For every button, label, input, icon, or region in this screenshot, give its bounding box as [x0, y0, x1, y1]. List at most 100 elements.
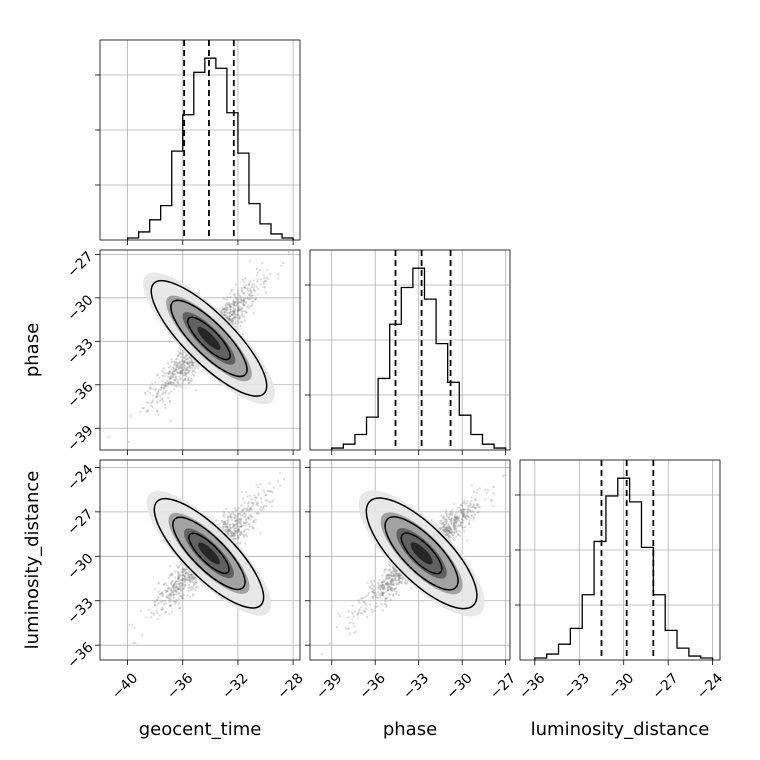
sample-point: [194, 581, 197, 584]
sample-point: [178, 607, 181, 610]
y-axis-label-phase: phase: [22, 323, 43, 377]
sample-point: [194, 582, 197, 585]
sample-point: [461, 504, 464, 507]
sample-point: [141, 407, 144, 410]
sample-point: [177, 575, 180, 578]
sample-point: [236, 522, 239, 526]
x-tick-label: −33: [400, 670, 432, 702]
sample-point: [363, 602, 366, 605]
sample-point: [164, 384, 167, 388]
sample-point: [445, 520, 448, 523]
sample-point: [167, 382, 170, 385]
sample-point: [145, 410, 148, 413]
sample-point: [443, 526, 446, 529]
sample-point: [184, 354, 187, 357]
sample-point: [451, 512, 454, 515]
sample-point: [179, 370, 182, 373]
sample-point: [237, 309, 240, 313]
sample-point: [234, 322, 237, 325]
sample-point: [222, 525, 225, 529]
sample-point: [179, 585, 182, 588]
sample-point: [176, 363, 179, 366]
sample-point: [240, 509, 243, 512]
sample-point: [181, 577, 184, 580]
sample-point: [369, 585, 372, 588]
sample-point: [388, 587, 392, 591]
sample-point: [457, 517, 460, 520]
sample-point: [395, 570, 398, 573]
sample-point: [383, 568, 386, 572]
sample-point: [146, 409, 149, 412]
sample-point: [236, 301, 240, 304]
sample-point: [448, 515, 451, 519]
sample-point: [235, 313, 238, 316]
sample-point: [390, 580, 393, 583]
x-tick-label: −27: [650, 670, 682, 702]
sample-point: [370, 608, 373, 611]
sample-point: [225, 305, 229, 309]
sample-point: [169, 599, 172, 602]
sample-point: [155, 609, 158, 613]
sample-point: [390, 583, 393, 586]
sample-point: [385, 605, 388, 608]
sample-point: [235, 529, 238, 532]
sample-point: [234, 527, 237, 530]
sample-point: [390, 580, 393, 583]
sample-point: [166, 590, 169, 593]
sample-point: [183, 585, 187, 588]
sample-point: [254, 297, 257, 300]
sample-point: [183, 576, 186, 580]
sample-point: [188, 576, 191, 579]
sample-point: [176, 381, 179, 384]
sample-point: [173, 384, 176, 387]
sample-point: [170, 572, 173, 575]
sample-point: [225, 524, 228, 527]
sample-point: [178, 583, 181, 586]
sample-point: [166, 382, 169, 385]
sample-point: [177, 378, 180, 381]
sample-point: [394, 577, 397, 580]
sample-point: [363, 609, 366, 612]
sample-point: [444, 528, 447, 531]
sample-point: [232, 512, 235, 516]
sample-point: [175, 600, 178, 604]
sample-point: [484, 498, 487, 501]
sample-point: [177, 577, 180, 581]
sample-point: [381, 585, 384, 588]
sample-point: [186, 357, 189, 360]
sample-point: [243, 303, 246, 307]
sample-point: [172, 366, 175, 369]
sample-point: [229, 305, 232, 308]
sample-point: [448, 531, 451, 534]
sample-point: [394, 569, 397, 572]
sample-point: [235, 297, 238, 300]
sample-point: [389, 588, 392, 591]
sample-point: [232, 300, 235, 303]
sample-point: [226, 515, 230, 518]
sample-point: [185, 358, 188, 361]
sample-point: [387, 588, 390, 592]
sample-point: [173, 586, 176, 589]
sample-point: [181, 584, 184, 588]
sample-point: [460, 503, 463, 506]
sample-point: [255, 496, 258, 499]
sample-point: [237, 528, 240, 532]
sample-point: [184, 369, 188, 372]
sample-point: [486, 488, 490, 492]
sample-point: [344, 626, 347, 630]
sample-point: [173, 581, 177, 585]
sample-point: [149, 391, 152, 394]
sample-point: [231, 317, 234, 320]
sample-point: [351, 618, 354, 621]
sample-point: [233, 293, 237, 296]
sample-point: [382, 588, 385, 591]
sample-point: [159, 600, 163, 604]
sample-point: [256, 293, 259, 296]
sample-point: [459, 524, 462, 527]
sample-point: [183, 569, 187, 572]
sample-point: [384, 598, 387, 601]
sample-point: [386, 577, 389, 580]
sample-point: [191, 373, 194, 376]
sample-point: [449, 521, 452, 524]
sample-point: [186, 576, 189, 579]
